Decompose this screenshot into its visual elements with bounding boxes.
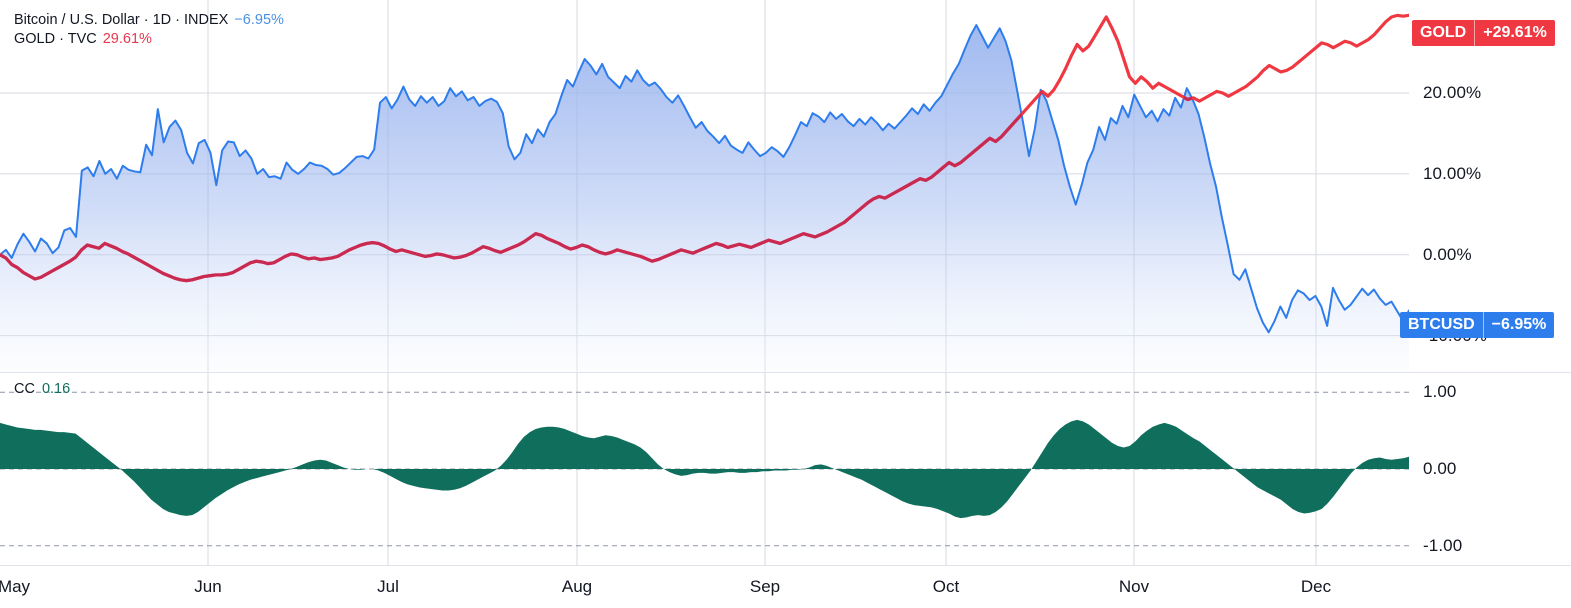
- correlation-plot: [0, 373, 1409, 565]
- series-area-btcusd: [0, 25, 1409, 372]
- time-axis-label: Oct: [932, 577, 960, 596]
- time-axis-label: Dec: [1300, 577, 1332, 596]
- series-line-btcusd[interactable]: [0, 24, 1409, 334]
- price-pane[interactable]: [0, 0, 1409, 372]
- correlation-scale[interactable]: 1.00 0.00 -1.00: [1409, 373, 1571, 565]
- time-axis-label: Jun: [194, 577, 222, 596]
- pane-divider: [0, 372, 1571, 373]
- price-tag-gold-value: +29.61%: [1483, 24, 1547, 41]
- price-tag-btcusd[interactable]: BTCUSD −6.95%: [1400, 312, 1555, 338]
- price-scale[interactable]: 20.00%10.00%0.00%-10.00%: [1409, 0, 1571, 372]
- correlation-axis-label: -1.00: [1423, 535, 1463, 555]
- correlation-axis-label: 1.00: [1423, 382, 1457, 402]
- price-axis-label: 10.00%: [1423, 163, 1482, 183]
- time-axis-label: May: [0, 577, 31, 596]
- time-axis-label: Aug: [561, 577, 593, 596]
- time-scale[interactable]: May Jun Jul Aug Sep Oct Nov Dec: [0, 565, 1571, 608]
- price-tag-btcusd-symbol: BTCUSD: [1400, 312, 1484, 338]
- price-tag-btcusd-value: −6.95%: [1491, 316, 1547, 333]
- correlation-axis-label: 0.00: [1423, 459, 1457, 478]
- price-axis-label: 20.00%: [1423, 83, 1482, 102]
- price-tag-gold-symbol: GOLD: [1412, 20, 1476, 46]
- price-tag-gold[interactable]: GOLD +29.61%: [1412, 20, 1555, 46]
- series-area-cc[interactable]: [0, 419, 1409, 519]
- time-axis-label: Nov: [1118, 577, 1150, 596]
- price-plot: [0, 0, 1409, 372]
- time-axis-label: Sep: [749, 577, 781, 596]
- time-axis-label: Jul: [377, 577, 399, 596]
- correlation-pane[interactable]: [0, 373, 1409, 565]
- price-axis-label: 0.00%: [1423, 244, 1472, 264]
